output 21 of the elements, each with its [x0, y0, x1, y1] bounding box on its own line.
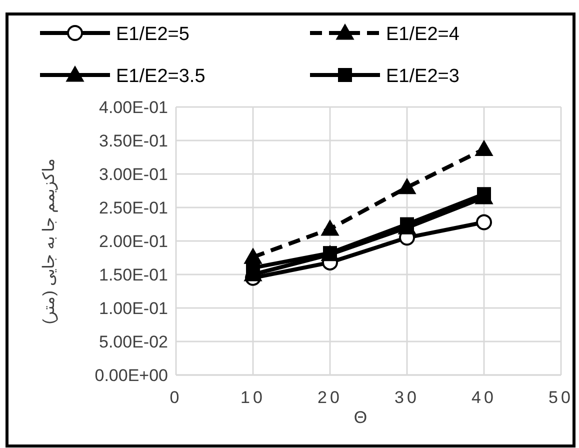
- x-tick-label: 30: [394, 388, 420, 407]
- legend-label: E1/E2=3.5: [116, 66, 206, 87]
- y-tick-label: 3.00E-01: [99, 165, 168, 184]
- x-tick-label: 50: [548, 388, 574, 407]
- x-tick-label: 0: [170, 388, 182, 407]
- y-tick-label: 2.50E-01: [99, 198, 168, 218]
- legend-label: E1/E2=3: [386, 66, 460, 87]
- x-tick-label: 10: [240, 388, 266, 407]
- y-tick-label: 2.00E-01: [99, 232, 168, 251]
- x-tick-label: 40: [472, 388, 496, 407]
- y-tick-label: 1.00E-01: [99, 299, 168, 318]
- y-tick-label: 1.50E-01: [99, 266, 168, 284]
- y-tick-label: 4.00E-01: [99, 98, 168, 117]
- y-tick-label: 0.00E+00: [94, 366, 168, 385]
- legend-label: E1/E2=4: [386, 24, 460, 45]
- y-tick-label: 5.00E-02: [99, 332, 168, 352]
- y-axis-title: ماکزیمم جا به جایی (متر): [41, 158, 58, 324]
- x-axis-title: Θ: [354, 408, 368, 427]
- legend-label: E1/E2=5: [116, 24, 190, 45]
- x-tick-label: 20: [318, 388, 342, 407]
- y-tick-label: 3.50E-01: [99, 132, 168, 150]
